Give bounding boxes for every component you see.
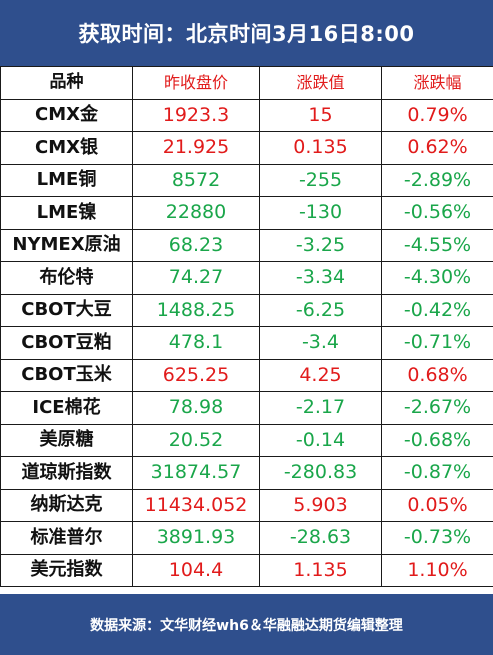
change-pct-value: 0.79% bbox=[381, 98, 493, 132]
change-value: -280.83 bbox=[259, 456, 382, 490]
change-value: -28.63 bbox=[259, 521, 382, 555]
prev-close-value: 78.98 bbox=[132, 391, 260, 425]
change-pct-value: 0.05% bbox=[381, 488, 493, 522]
change-pct-value: -0.42% bbox=[381, 293, 493, 327]
table-row: CBOT玉米 625.25 4.25 0.68% bbox=[0, 358, 493, 392]
commodity-name: LME镍 bbox=[0, 196, 133, 230]
commodity-name: NYMEX原油 bbox=[0, 228, 133, 262]
prev-close-value: 1488.25 bbox=[132, 293, 260, 327]
commodity-name: CBOT玉米 bbox=[0, 358, 133, 392]
change-pct-value: -0.56% bbox=[381, 196, 493, 230]
table-row: CBOT豆粕 478.1 -3.4 -0.71% bbox=[0, 326, 493, 360]
change-pct-value: -0.87% bbox=[381, 456, 493, 490]
prev-close-value: 3891.93 bbox=[132, 521, 260, 555]
commodity-name: 纳斯达克 bbox=[0, 488, 133, 522]
change-value: -2.17 bbox=[259, 391, 382, 425]
prev-close-value: 11434.052 bbox=[132, 488, 260, 522]
commodity-name: CBOT豆粕 bbox=[0, 326, 133, 360]
change-pct-value: -4.55% bbox=[381, 228, 493, 262]
table-row: 美原糖 20.52 -0.14 -0.68% bbox=[0, 423, 493, 457]
footer-source: 数据来源：文华财经wh6＆华融融达期货编辑整理 bbox=[90, 617, 403, 634]
table-row: CBOT大豆 1488.25 -6.25 -0.42% bbox=[0, 293, 493, 327]
change-pct-value: 1.10% bbox=[381, 553, 493, 587]
prev-close-value: 1923.3 bbox=[132, 98, 260, 132]
change-pct-value: -2.67% bbox=[381, 391, 493, 425]
prev-close-value: 625.25 bbox=[132, 358, 260, 392]
quotes-table: 品种 昨收盘价 涨跌值 涨跌幅 CMX金 1923.3 15 0.79% CMX银 21.… bbox=[0, 66, 493, 587]
prev-close-value: 20.52 bbox=[132, 423, 260, 457]
table-row: 标准普尔 3891.93 -28.63 -0.73% bbox=[0, 521, 493, 555]
table-row: LME镍 22880 -130 -0.56% bbox=[0, 196, 493, 230]
change-value: -130 bbox=[259, 196, 382, 230]
table-row: 纳斯达克 11434.052 5.903 0.05% bbox=[0, 488, 493, 522]
change-value: -3.34 bbox=[259, 261, 382, 295]
change-pct-value: -0.68% bbox=[381, 423, 493, 457]
footer-banner: 数据来源：文华财经wh6＆华融融达期货编辑整理 bbox=[0, 594, 493, 655]
table-row: 布伦特 74.27 -3.34 -4.30% bbox=[0, 261, 493, 295]
commodity-name: ICE棉花 bbox=[0, 391, 133, 425]
change-pct-value: -0.71% bbox=[381, 326, 493, 360]
change-value: 1.135 bbox=[259, 553, 382, 587]
change-pct-value: 0.62% bbox=[381, 131, 493, 165]
commodity-name: 美原糖 bbox=[0, 423, 133, 457]
prev-close-value: 8572 bbox=[132, 163, 260, 197]
commodity-name: 道琼斯指数 bbox=[0, 456, 133, 490]
change-pct-value: -0.73% bbox=[381, 521, 493, 555]
prev-close-value: 22880 bbox=[132, 196, 260, 230]
prev-close-value: 68.23 bbox=[132, 228, 260, 262]
header-banner: 获取时间：北京时间3月16日8:00 bbox=[0, 0, 493, 66]
change-value: -0.14 bbox=[259, 423, 382, 457]
commodity-name: CMX金 bbox=[0, 98, 133, 132]
change-value: -255 bbox=[259, 163, 382, 197]
quotes-table-container: 品种 昨收盘价 涨跌值 涨跌幅 CMX金 1923.3 15 0.79% CMX银 21.… bbox=[0, 66, 493, 594]
table-row: CMX金 1923.3 15 0.79% bbox=[0, 98, 493, 132]
header-commodity: 品种 bbox=[0, 66, 133, 100]
change-value: 0.135 bbox=[259, 131, 382, 165]
prev-close-value: 74.27 bbox=[132, 261, 260, 295]
commodity-name: 美元指数 bbox=[0, 553, 133, 587]
change-value: -3.25 bbox=[259, 228, 382, 262]
change-value: 15 bbox=[259, 98, 382, 132]
commodity-name: 标准普尔 bbox=[0, 521, 133, 555]
header-change: 涨跌值 bbox=[259, 66, 382, 100]
table-row: ICE棉花 78.98 -2.17 -2.67% bbox=[0, 391, 493, 425]
commodity-name: CMX银 bbox=[0, 131, 133, 165]
prev-close-value: 478.1 bbox=[132, 326, 260, 360]
prev-close-value: 21.925 bbox=[132, 131, 260, 165]
change-pct-value: 0.68% bbox=[381, 358, 493, 392]
header-change-pct: 涨跌幅 bbox=[381, 66, 493, 100]
change-value: -6.25 bbox=[259, 293, 382, 327]
table-row: LME铜 8572 -255 -2.89% bbox=[0, 163, 493, 197]
table-row: NYMEX原油 68.23 -3.25 -4.55% bbox=[0, 228, 493, 262]
table-header-row: 品种 昨收盘价 涨跌值 涨跌幅 bbox=[0, 66, 493, 100]
header-title: 获取时间：北京时间3月16日8:00 bbox=[78, 22, 415, 46]
change-pct-value: -2.89% bbox=[381, 163, 493, 197]
change-pct-value: -4.30% bbox=[381, 261, 493, 295]
commodity-name: 布伦特 bbox=[0, 261, 133, 295]
commodity-name: CBOT大豆 bbox=[0, 293, 133, 327]
commodity-name: LME铜 bbox=[0, 163, 133, 197]
header-prev-close: 昨收盘价 bbox=[132, 66, 260, 100]
table-row: 美元指数 104.4 1.135 1.10% bbox=[0, 553, 493, 587]
prev-close-value: 31874.57 bbox=[132, 456, 260, 490]
change-value: -3.4 bbox=[259, 326, 382, 360]
change-value: 5.903 bbox=[259, 488, 382, 522]
prev-close-value: 104.4 bbox=[132, 553, 260, 587]
change-value: 4.25 bbox=[259, 358, 382, 392]
table-row: 道琼斯指数 31874.57 -280.83 -0.87% bbox=[0, 456, 493, 490]
table-row: CMX银 21.925 0.135 0.62% bbox=[0, 131, 493, 165]
